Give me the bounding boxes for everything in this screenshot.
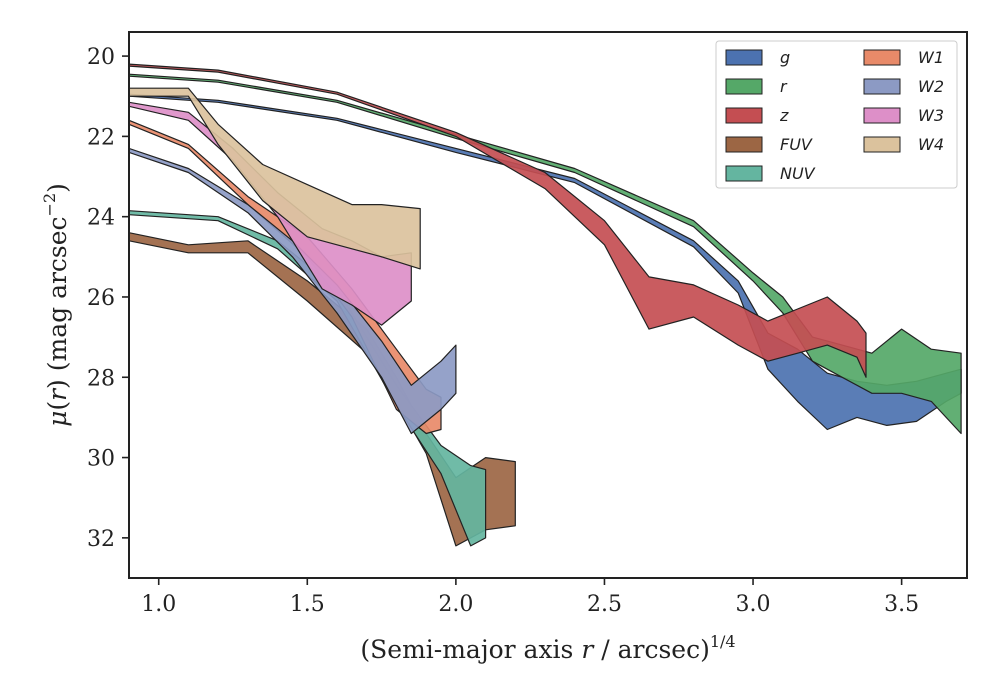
y-tick-label: 32 <box>87 527 115 552</box>
y-tick-label: 20 <box>87 45 115 70</box>
band-r <box>129 73 962 435</box>
legend-swatch-z <box>725 107 763 124</box>
x-tick-label: 2.5 <box>587 592 622 617</box>
x-tick-label: 1.0 <box>141 592 176 617</box>
legend-swatch-w4 <box>863 136 901 153</box>
y-tick-label: 30 <box>87 447 115 472</box>
x-tick-label: 2.0 <box>438 592 473 617</box>
legend-label-r: r <box>780 77 788 96</box>
legend-swatch-w2 <box>863 78 901 95</box>
legend-swatch-r <box>725 78 763 95</box>
plot-frame <box>128 31 968 579</box>
y-ticks: 20 22 24 26 28 30 32 <box>87 45 129 552</box>
x-tick-label: 3.0 <box>736 592 771 617</box>
data-bands <box>129 63 962 547</box>
band-z <box>129 63 867 378</box>
y-tick-label: 22 <box>87 125 115 150</box>
y-tick-label: 28 <box>87 366 115 391</box>
legend-label-w1: W1 <box>918 48 944 67</box>
legend-label-z: z <box>779 106 789 125</box>
legend-label-w4: W4 <box>918 135 944 154</box>
x-tick-label: 3.5 <box>884 592 919 617</box>
legend-swatch-w1 <box>863 49 901 66</box>
legend-swatch-fuv <box>725 136 763 153</box>
legend-swatch-g <box>725 49 763 66</box>
legend-label-w2: W2 <box>918 77 944 96</box>
x-axis-label: (Semi-major axis r / arcsec)1/4 <box>360 632 735 664</box>
legend: grz FUV NUV W1 W2 W3 W4 <box>715 40 958 189</box>
legend-label-g: g <box>780 48 790 67</box>
x-ticks: 1.0 1.5 2.0 2.5 3.0 3.5 <box>141 578 919 617</box>
band-w4 <box>129 87 421 270</box>
legend-label-w3: W3 <box>918 106 944 125</box>
y-axis-label: μ(r) (mag arcsec−2) <box>40 183 72 427</box>
y-tick-label: 24 <box>87 206 115 231</box>
legend-swatch-nuv <box>725 165 763 182</box>
legend-swatch-w3 <box>863 107 901 124</box>
legend-label-fuv: FUV <box>780 135 813 154</box>
x-tick-label: 1.5 <box>290 592 325 617</box>
y-tick-label: 26 <box>87 286 115 311</box>
legend-label-nuv: NUV <box>780 164 816 183</box>
